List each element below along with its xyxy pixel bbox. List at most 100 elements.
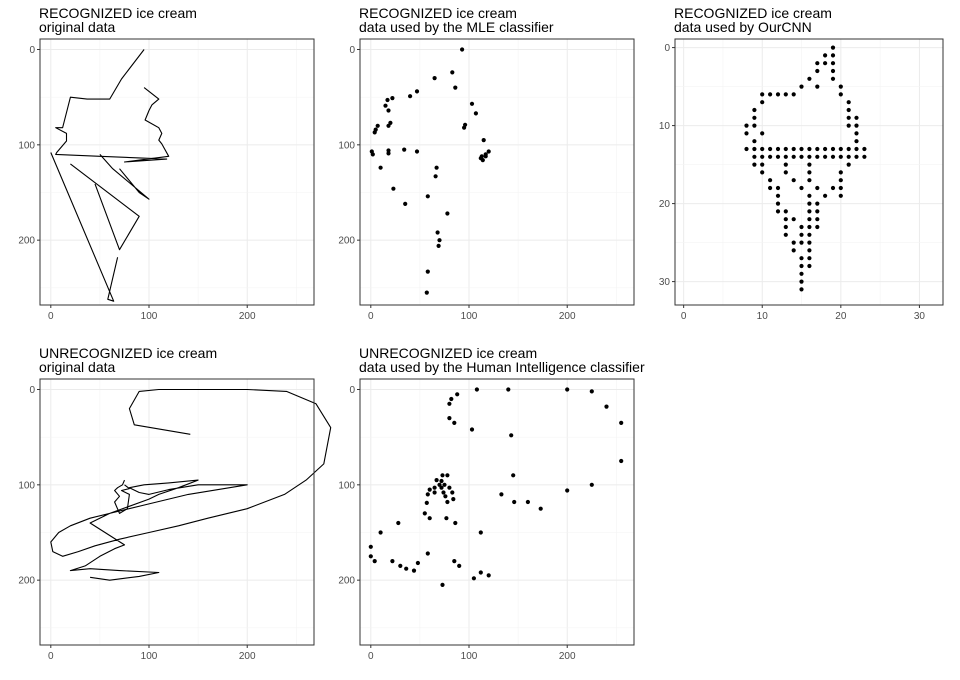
data-point xyxy=(752,154,757,159)
grid xyxy=(40,39,314,305)
data-point xyxy=(398,563,403,569)
data-point xyxy=(469,101,475,106)
data-point xyxy=(815,61,820,66)
data-point xyxy=(830,53,836,58)
data-point xyxy=(452,559,457,564)
data-point xyxy=(791,154,796,159)
data-point xyxy=(799,185,804,191)
data-point xyxy=(425,194,430,199)
data-point xyxy=(437,238,442,243)
data-point xyxy=(815,217,820,222)
y-tick-label: 10 xyxy=(659,121,671,132)
data-point xyxy=(509,433,514,438)
x-tick-label: 0 xyxy=(368,651,374,662)
data-point xyxy=(752,115,757,120)
x-tick-label: 200 xyxy=(559,311,576,322)
y-tick-label: 30 xyxy=(659,277,671,288)
data-point xyxy=(862,154,867,159)
data-point xyxy=(452,420,457,425)
data-point xyxy=(385,97,390,103)
data-point xyxy=(775,201,781,206)
data-point xyxy=(378,530,383,535)
x-tick-label: 20 xyxy=(835,311,847,322)
data-point xyxy=(815,224,820,230)
data-layer xyxy=(50,49,170,302)
panel-border xyxy=(359,38,635,306)
data-point xyxy=(830,154,836,159)
data-point xyxy=(481,138,486,143)
data-point xyxy=(445,211,450,216)
panel-subtitle: data used by the MLE classifier xyxy=(359,19,554,35)
x-tick-label: 100 xyxy=(141,311,158,322)
data-point xyxy=(815,201,820,206)
data-point xyxy=(799,287,804,292)
data-point xyxy=(807,170,812,175)
data-point xyxy=(447,485,452,490)
data-point xyxy=(565,387,570,392)
x-tick-label: 0 xyxy=(368,311,374,322)
panel-title: RECOGNIZED ice cream xyxy=(39,5,197,21)
y-tick-label: 200 xyxy=(18,236,35,247)
data-point xyxy=(444,516,449,521)
data-point xyxy=(478,570,483,575)
y-tick-label: 0 xyxy=(664,43,670,54)
stroke-line-0 xyxy=(50,388,332,581)
data-point xyxy=(432,76,437,81)
y-tick-label: 0 xyxy=(349,45,355,56)
data-point xyxy=(768,178,773,183)
data-point xyxy=(807,248,812,253)
data-point xyxy=(768,92,773,97)
data-point xyxy=(807,240,812,245)
data-point xyxy=(823,193,828,198)
data-point xyxy=(846,107,851,113)
data-point xyxy=(386,148,391,153)
data-point xyxy=(768,185,773,191)
data-point xyxy=(370,152,375,157)
panel-border xyxy=(674,38,944,306)
data-point xyxy=(799,146,804,152)
data-layer xyxy=(368,387,624,588)
x-tick-label: 100 xyxy=(141,651,158,662)
data-point xyxy=(474,387,479,392)
data-point xyxy=(478,156,483,161)
data-point xyxy=(783,146,788,152)
data-point xyxy=(768,154,773,159)
data-point xyxy=(455,392,460,397)
data-point xyxy=(807,146,812,152)
data-point xyxy=(375,123,380,128)
y-tick-label: 200 xyxy=(338,576,355,587)
data-point xyxy=(791,178,796,183)
data-point xyxy=(783,92,788,97)
data-point xyxy=(442,482,447,487)
data-point xyxy=(744,131,749,136)
data-point xyxy=(846,146,851,152)
data-point xyxy=(752,162,757,167)
data-point xyxy=(783,224,788,230)
data-point xyxy=(799,256,804,261)
data-point xyxy=(486,149,491,154)
data-point xyxy=(807,256,812,261)
y-tick-label: 20 xyxy=(659,199,671,210)
data-point xyxy=(791,146,796,152)
data-point xyxy=(415,560,420,566)
panel-border xyxy=(39,38,315,306)
data-point xyxy=(439,478,444,484)
axis-ticks: 0 10 20 30 0 10 20 30 xyxy=(659,43,926,322)
data-point xyxy=(752,146,757,152)
data-point xyxy=(433,174,438,179)
data-layer xyxy=(744,45,867,292)
data-point xyxy=(760,162,765,167)
data-point xyxy=(471,576,476,581)
data-point xyxy=(391,186,396,191)
plot-background xyxy=(360,39,634,305)
data-point xyxy=(744,123,749,128)
data-point xyxy=(408,94,413,99)
data-point xyxy=(752,107,757,113)
data-point xyxy=(565,488,570,493)
data-point xyxy=(854,154,859,159)
y-tick-label: 100 xyxy=(18,480,35,491)
data-point xyxy=(799,279,804,284)
